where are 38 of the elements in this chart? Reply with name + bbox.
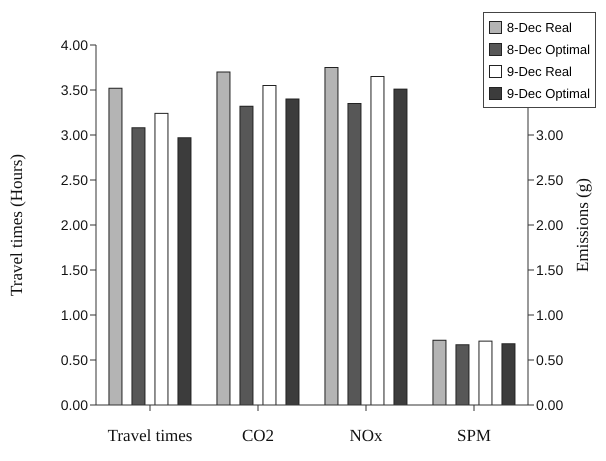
bar	[239, 106, 254, 405]
y-tick-label: 2.00	[60, 216, 88, 233]
legend-label: 8-Dec Optimal	[506, 42, 590, 56]
bar	[455, 344, 470, 405]
legend-label: 9-Dec Optimal	[506, 86, 590, 100]
bar	[262, 85, 276, 405]
bar	[131, 127, 146, 405]
y-axis-title: Travel times (Hours)	[7, 154, 26, 296]
y-tick-label: 3.00	[60, 126, 88, 143]
y2-tick-label: 0.00	[536, 396, 564, 413]
y2-tick-label: 1.50	[536, 262, 564, 278]
bar	[154, 112, 168, 405]
x-tick-label: Travel times	[108, 426, 192, 446]
y-tick-label: 1.00	[60, 306, 88, 323]
y-tick-label: 0.00	[60, 396, 88, 413]
y-tick-label: 0.50	[60, 352, 88, 368]
y2-axis-title: Emissions (g)	[573, 178, 592, 272]
bar	[108, 88, 122, 405]
x-tick-label: SPM	[456, 426, 492, 446]
y-tick-label: 2.50	[60, 172, 88, 188]
legend-label: 9-Dec Real	[506, 64, 572, 78]
y-tick-label: 4.00	[60, 36, 88, 53]
y2-tick-label: 0.50	[536, 352, 564, 368]
bar	[478, 340, 492, 405]
y-tick-label: 3.50	[60, 82, 88, 98]
bar	[216, 72, 230, 405]
legend-label: 8-Dec Real	[506, 20, 572, 34]
bar	[324, 67, 338, 405]
x-tick-label: CO2	[242, 426, 274, 446]
y2-tick-label: 2.00	[536, 216, 564, 233]
y-tick-label: 1.50	[60, 262, 88, 278]
y2-tick-label: 1.00	[536, 306, 564, 323]
y2-tick-label: 2.50	[536, 172, 564, 188]
bar	[432, 340, 446, 405]
y2-tick-label: 3.00	[536, 126, 564, 143]
x-tick-label: NOx	[349, 426, 384, 446]
bar	[370, 76, 384, 405]
bar	[347, 103, 362, 405]
